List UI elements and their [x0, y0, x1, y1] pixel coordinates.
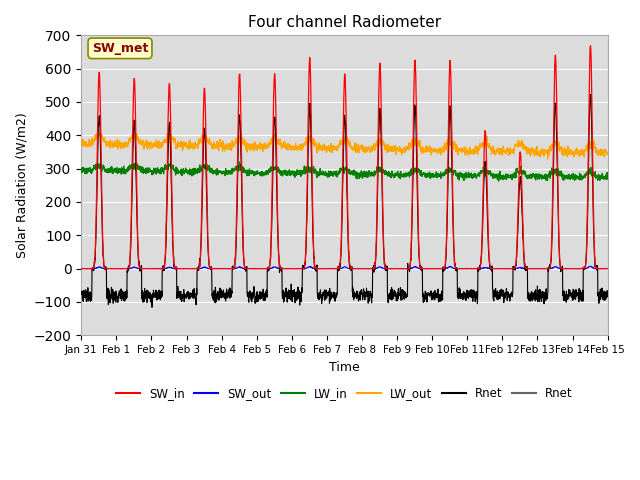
Legend: SW_in, SW_out, LW_in, LW_out, Rnet, Rnet: SW_in, SW_out, LW_in, LW_out, Rnet, Rnet: [111, 382, 577, 404]
Y-axis label: Solar Radiation (W/m2): Solar Radiation (W/m2): [15, 112, 28, 258]
X-axis label: Time: Time: [329, 360, 360, 373]
Title: Four channel Radiometer: Four channel Radiometer: [248, 15, 441, 30]
Text: SW_met: SW_met: [92, 42, 148, 55]
